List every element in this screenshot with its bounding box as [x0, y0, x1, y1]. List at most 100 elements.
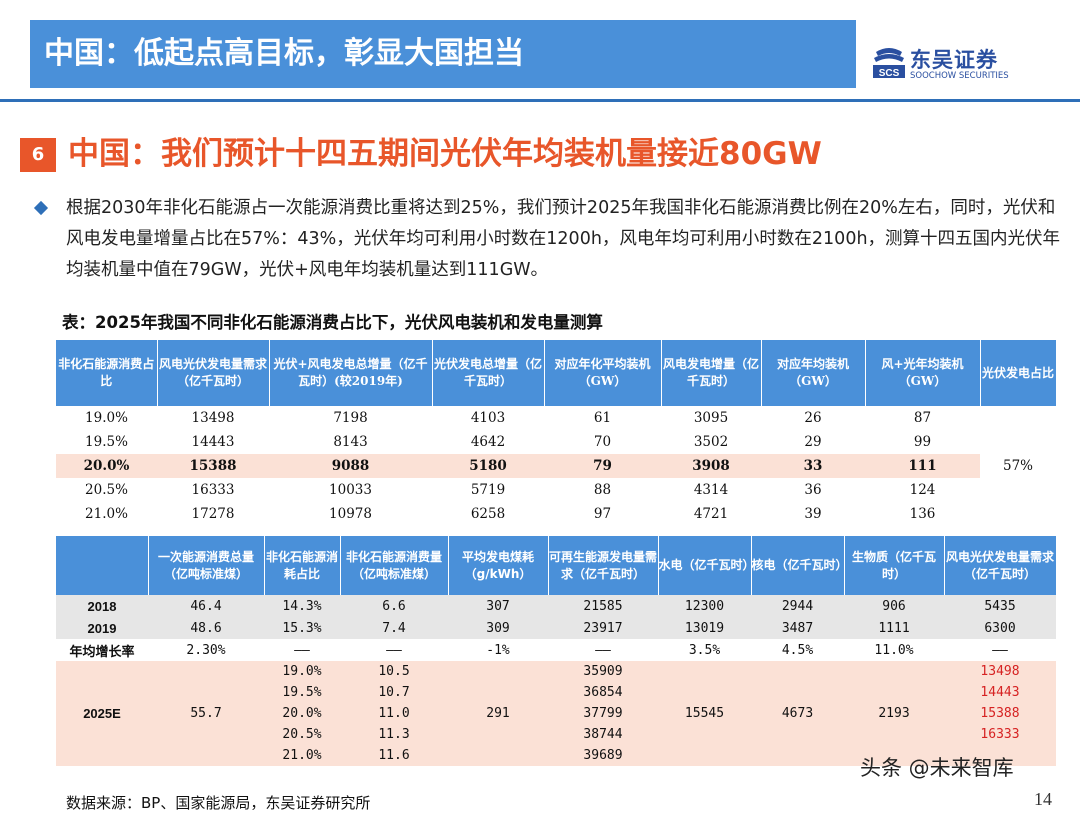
table-row: 21.0% 11.6 39689: [56, 745, 1056, 766]
table-row: 19.5% 10.7 36854 14443: [56, 682, 1056, 703]
table-cell: 29: [804, 434, 822, 450]
table-cell: 7.4: [340, 617, 448, 639]
table-cell: 15.3%: [264, 617, 340, 639]
table-cell: 6300: [944, 617, 1056, 639]
table-row: 19.5% 14443 8143 4642 70 3502 29 99: [56, 430, 1056, 454]
table-cell: 10.5: [340, 661, 448, 682]
diamond-bullet-icon: [33, 200, 49, 216]
section-title: 中国：我们预计十四五期间光伏年均装机量接近80GW: [68, 136, 822, 172]
table-cell: 48.6: [148, 617, 264, 639]
table-cell: 19.0%: [85, 410, 128, 426]
table-cell: [944, 745, 1056, 766]
table-cell: 13498: [944, 661, 1056, 682]
table-cell: 21.0%: [85, 506, 128, 522]
table-cell: 97: [593, 506, 612, 522]
table-row: 2019 48.6 15.3% 7.4 309 23917 13019 3487…: [56, 617, 1056, 639]
logo: SCS 东吴证券 SOOCHOW SECURITIES: [872, 44, 1032, 88]
table-cell: 20.5%: [85, 482, 128, 498]
logo-text-en: SOOCHOW SECURITIES: [910, 71, 1009, 81]
table-cell: 21585: [548, 595, 658, 617]
table-cell: 906: [844, 595, 944, 617]
column-header: 可再生能源发电量需求（亿千瓦时）: [548, 536, 659, 595]
table-row: 21.0% 17278 10978 6258 97 4721 39 136: [56, 502, 1056, 526]
table-cell: 3.5%: [658, 639, 751, 661]
table-cell: 3095: [693, 410, 729, 426]
table-cell: 307: [448, 595, 548, 617]
table-cell: 55.7: [148, 661, 264, 766]
table-cell: 4673: [751, 661, 844, 766]
summary-paragraph: 根据2030年非化石能源占一次能源消费比重将达到25%，我们预计2025年我国非…: [66, 198, 1061, 280]
row-label: 年均增长率: [56, 639, 148, 661]
column-header: 非化石能源消费占比: [56, 340, 158, 406]
table-cell: 136: [909, 506, 936, 522]
table-cell: 39689: [548, 745, 658, 766]
column-header: 光伏+风电发电总增量（亿千瓦时）(较2019年): [269, 340, 433, 406]
table-cell: 36: [804, 482, 822, 498]
table-cell: 5719: [470, 482, 506, 498]
column-header: [56, 536, 149, 595]
table-cell: ——: [264, 639, 340, 661]
table-cell: 124: [909, 482, 936, 498]
table-cell: 46.4: [148, 595, 264, 617]
table-cell: 9088: [269, 454, 432, 478]
table-cell: 33: [761, 454, 865, 478]
table-cell: 4721: [693, 506, 729, 522]
table-cell: 19.0%: [264, 661, 340, 682]
table-cell: 16333: [191, 482, 235, 498]
table-cell: 20.0%: [264, 703, 340, 724]
table-cell: 4103: [470, 410, 506, 426]
column-header: 光伏发电占比: [980, 340, 1057, 406]
table-cell: 88: [593, 482, 612, 498]
table-cell: 3908: [661, 454, 761, 478]
column-header: 风电发电增量（亿千瓦时）: [661, 340, 762, 406]
table-cell: 14.3%: [264, 595, 340, 617]
table-header-row: 一次能源消费总量（亿吨标准煤） 非化石能源消耗占比 非化石能源消费量（亿吨标准煤…: [56, 536, 1057, 595]
estimate-table: 非化石能源消费占比 风电光伏发电量需求（亿千瓦时） 光伏+风电发电总增量（亿千瓦…: [56, 340, 1057, 526]
energy-demand-table: 一次能源消费总量（亿吨标准煤） 非化石能源消耗占比 非化石能源消费量（亿吨标准煤…: [56, 536, 1057, 766]
table-caption: 表：2025年我国不同非化石能源消费占比下，光伏风电装机和发电量测算: [62, 313, 603, 332]
table-cell: 15545: [658, 661, 751, 766]
logo-mark-icon: SCS: [873, 48, 905, 79]
table-row: 20.0% 11.0 37799 15388: [56, 703, 1056, 724]
header-bar: [30, 20, 856, 88]
table-cell: 99: [913, 434, 932, 450]
table-header-row: 非化石能源消费占比 风电光伏发电量需求（亿千瓦时） 光伏+风电发电总增量（亿千瓦…: [56, 340, 1057, 406]
table-cell: 19.5%: [264, 682, 340, 703]
solar-share-cell: 57%: [980, 406, 1056, 526]
column-header: 非化石能源消耗占比: [264, 536, 341, 595]
table-cell: 111: [865, 454, 980, 478]
table-cell: 5435: [944, 595, 1056, 617]
row-label: 2018: [56, 595, 148, 617]
table-cell: 10033: [329, 482, 372, 498]
table-cell: 20.5%: [264, 724, 340, 745]
table-cell: 14443: [191, 434, 235, 450]
table-cell: 10.7: [340, 682, 448, 703]
table-cell: 11.0%: [844, 639, 944, 661]
table-cell: 291: [448, 661, 548, 766]
table-cell: 26: [804, 410, 822, 426]
watermark: 头条 @未来智库: [860, 756, 1014, 780]
table-cell: 1111: [844, 617, 944, 639]
table-row: 2018 46.4 14.3% 6.6 307 21585 12300 2944…: [56, 595, 1056, 617]
table-cell: 35909: [548, 661, 658, 682]
column-header: 一次能源消费总量（亿吨标准煤）: [148, 536, 265, 595]
table-cell: 87: [913, 410, 932, 426]
table-cell: ——: [548, 639, 658, 661]
page-number: 14: [1034, 789, 1052, 809]
column-header: 光伏发电总增量（亿千瓦时）: [432, 340, 545, 406]
source-note: 数据来源：BP、国家能源局，东吴证券研究所: [66, 794, 371, 812]
table-cell: 10978: [329, 506, 372, 522]
table-cell: 19.5%: [85, 434, 128, 450]
table-cell: 11.6: [340, 745, 448, 766]
table-cell: ——: [340, 639, 448, 661]
column-header: 对应年化平均装机（GW）: [544, 340, 662, 406]
table-cell: 7198: [333, 410, 368, 426]
page-title: 中国：低起点高目标，彰显大国担当: [44, 36, 524, 71]
row-label: 2019: [56, 617, 148, 639]
table-cell: 12300: [658, 595, 751, 617]
logo-text-cn: 东吴证券: [910, 48, 998, 72]
table-cell: 61: [593, 410, 612, 426]
table-cell: 4.5%: [751, 639, 844, 661]
table-cell: 11.0: [340, 703, 448, 724]
table-cell: 2.30%: [148, 639, 264, 661]
